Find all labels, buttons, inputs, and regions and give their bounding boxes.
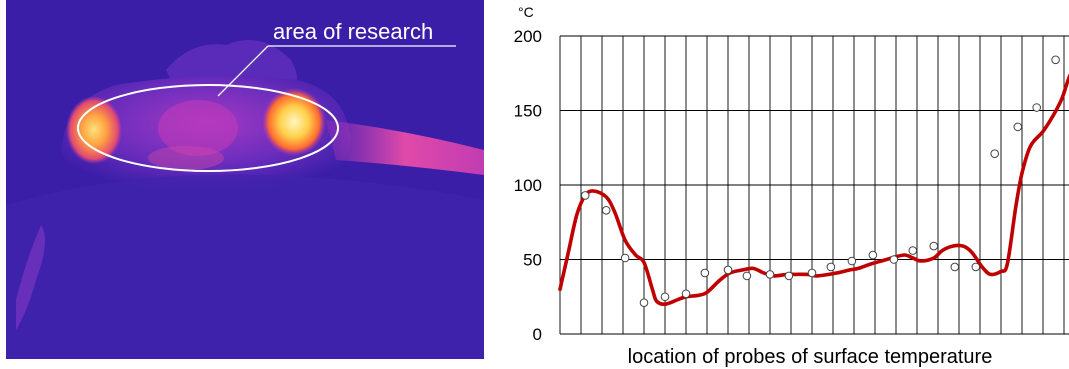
probe-point bbox=[1013, 122, 1023, 132]
thermal-hotspot-left bbox=[66, 96, 122, 164]
temperature-chart: 0 50 100 150 200 °C location of probes of su… bbox=[500, 0, 1069, 369]
probe-point bbox=[929, 241, 939, 251]
y-tick-label: 150 bbox=[514, 102, 542, 121]
probe-point bbox=[1032, 103, 1042, 112]
probe-point bbox=[784, 271, 794, 281]
probe-point bbox=[908, 246, 918, 255]
probe-point bbox=[580, 191, 590, 200]
thermal-hot-stripe bbox=[326, 120, 484, 175]
annotation-leader-line bbox=[217, 45, 269, 97]
x-axis-label: location of probes of surface temperatur… bbox=[628, 346, 993, 368]
temperature-line bbox=[558, 73, 1069, 307]
probe-point bbox=[868, 250, 878, 260]
y-tick-labels: 0 50 100 150 200 bbox=[514, 27, 542, 344]
probe-point bbox=[620, 253, 630, 263]
research-area-ellipse bbox=[77, 84, 339, 172]
probe-point bbox=[723, 265, 733, 275]
thermal-image-svg: area of research bbox=[6, 0, 484, 359]
chart-grid bbox=[559, 35, 1069, 335]
probe-point bbox=[950, 262, 960, 272]
series-temperature bbox=[558, 73, 1069, 307]
probe-point bbox=[847, 256, 857, 266]
thermal-image: area of research bbox=[6, 0, 484, 359]
thermal-warm-lower bbox=[148, 146, 224, 170]
probe-point bbox=[765, 270, 775, 279]
y-tick-label: 100 bbox=[514, 176, 542, 195]
probe-point bbox=[742, 271, 752, 281]
thermal-hotspot-right bbox=[262, 88, 326, 156]
y-tick-label: 200 bbox=[514, 27, 542, 46]
thermal-lower-mass bbox=[6, 174, 484, 359]
temperature-chart-svg: 0 50 100 150 200 °C location of probes of su… bbox=[514, 4, 1069, 368]
y-tick-label: 50 bbox=[523, 251, 542, 270]
thermal-warm-center bbox=[158, 100, 238, 156]
probe-point bbox=[700, 268, 710, 278]
thermal-left-streak bbox=[16, 225, 45, 330]
y-unit-label: °C bbox=[518, 4, 534, 20]
probe-point bbox=[639, 298, 649, 308]
probe-point bbox=[971, 262, 981, 272]
annotation-label: area of research bbox=[273, 19, 433, 44]
probe-point bbox=[601, 206, 611, 215]
probe-point bbox=[681, 289, 691, 299]
probe-point bbox=[826, 262, 836, 272]
probe-point bbox=[1051, 55, 1060, 65]
probe-point bbox=[807, 268, 817, 278]
probe-point bbox=[889, 255, 899, 264]
y-tick-label: 0 bbox=[533, 325, 542, 344]
probe-point bbox=[990, 149, 1000, 159]
probe-point bbox=[660, 292, 670, 302]
probe-markers bbox=[580, 55, 1060, 308]
